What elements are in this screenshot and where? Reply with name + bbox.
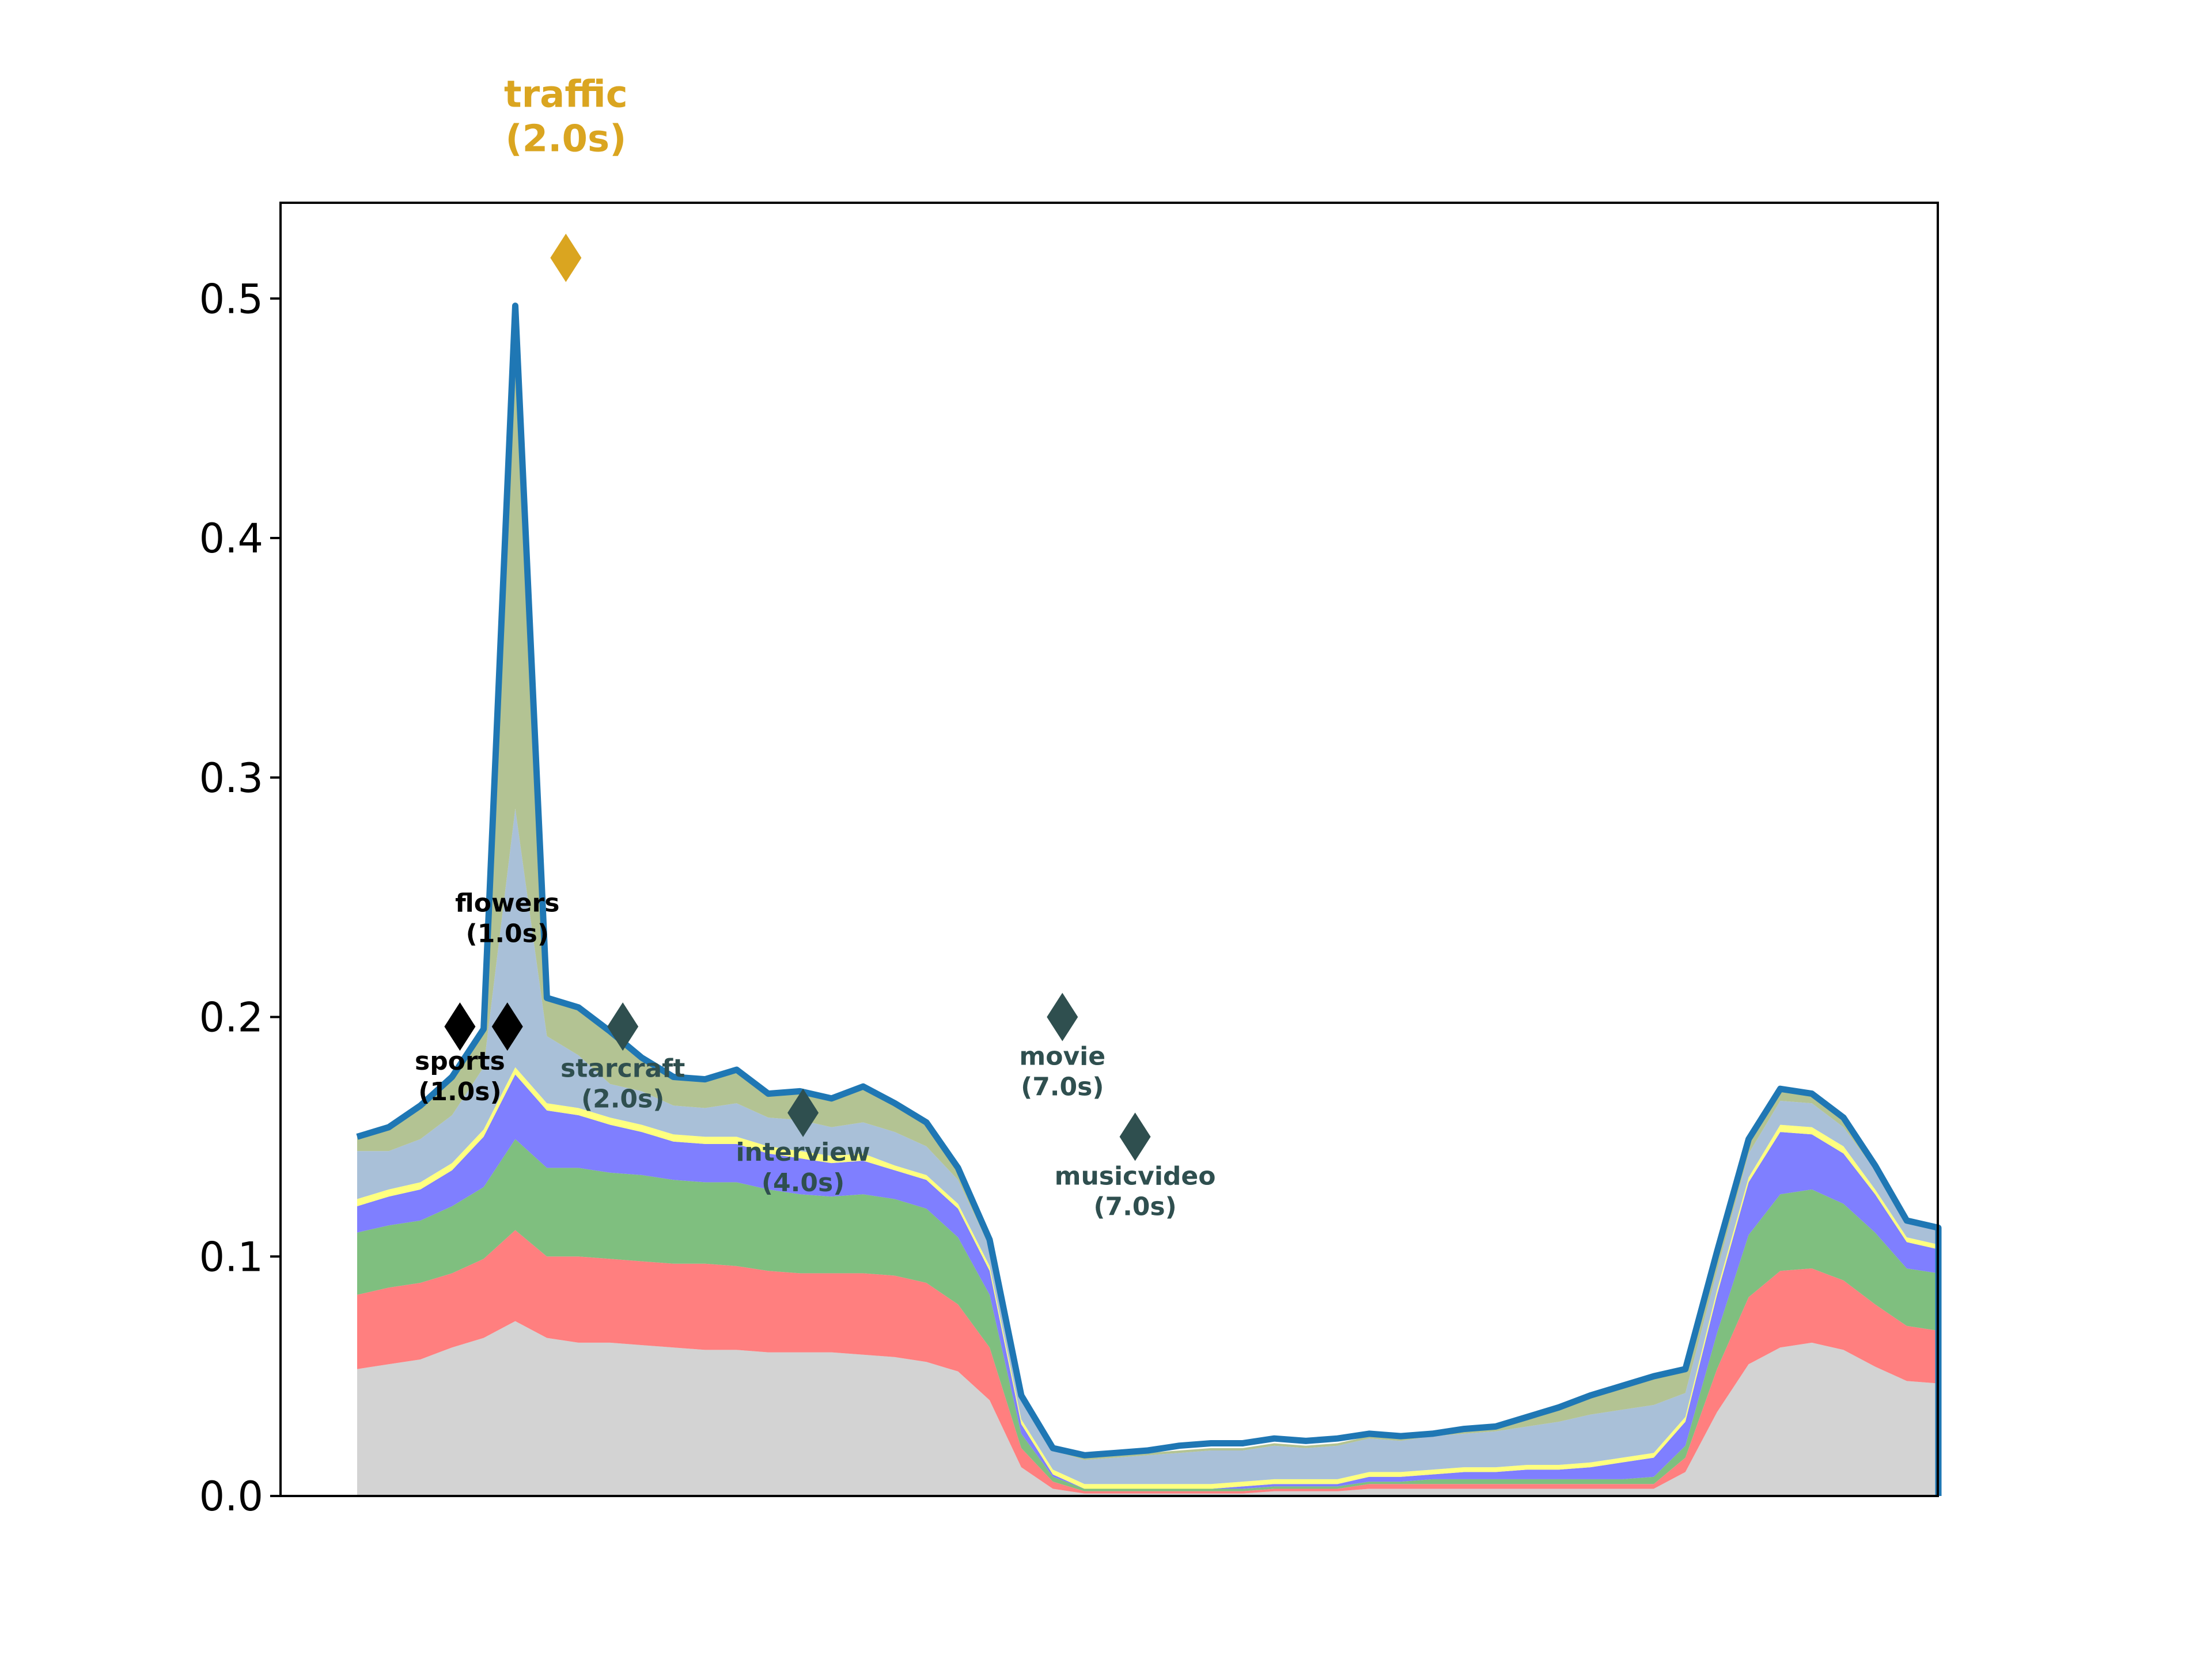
stacked-areas	[357, 305, 1938, 1496]
y-tick-label: 0.2	[199, 994, 263, 1041]
y-tick-label: 0.0	[199, 1473, 263, 1520]
marker-musicvideo	[1119, 1112, 1151, 1161]
marker-label-musicvideo: musicvideo	[1055, 1162, 1216, 1191]
area-layer-1	[357, 1230, 1938, 1494]
y-tick-label: 0.1	[199, 1233, 263, 1281]
y-tick-label: 0.3	[199, 755, 263, 802]
marker-label-sports: sports	[415, 1047, 505, 1076]
marker-duration-movie: (7.0s)	[1021, 1072, 1104, 1101]
marker-starcraft	[607, 1002, 639, 1051]
marker-label-flowers: flowers	[455, 889, 559, 918]
area-layer-3	[357, 1074, 1938, 1489]
plot-frame	[279, 202, 1939, 1497]
marker-label-starcraft: starcraft	[560, 1054, 685, 1083]
marker-traffic	[550, 233, 582, 282]
area-layer-6	[357, 305, 1938, 1460]
marker-label-movie: movie	[1019, 1042, 1105, 1071]
y-tick-label: 0.4	[199, 515, 263, 562]
marker-layer: traffic(2.0s)sports(1.0s)flowers(1.0s)st…	[415, 74, 1215, 1222]
marker-duration-flowers: (1.0s)	[466, 919, 549, 948]
y-tick-label: 0.5	[199, 275, 263, 323]
marker-duration-starcraft: (2.0s)	[581, 1084, 664, 1113]
marker-movie	[1047, 993, 1078, 1041]
area-layer-2	[357, 1139, 1938, 1491]
y-axis: 0.0 0.1 0.2 0.3 0.4 0.5	[199, 275, 281, 1520]
marker-duration-traffic: (2.0s)	[505, 118, 626, 161]
area-layer-0	[357, 1321, 1938, 1496]
area-layer-5	[357, 808, 1938, 1484]
marker-label-interview: interview	[736, 1138, 870, 1167]
marker-interview	[787, 1088, 819, 1137]
marker-duration-interview: (4.0s)	[762, 1168, 844, 1198]
marker-duration-musicvideo: (7.0s)	[1093, 1192, 1176, 1221]
marker-sports	[444, 1002, 476, 1051]
marker-flowers	[491, 1002, 523, 1051]
marker-duration-sports: (1.0s)	[418, 1077, 501, 1107]
marker-label-traffic: traffic	[504, 74, 628, 116]
